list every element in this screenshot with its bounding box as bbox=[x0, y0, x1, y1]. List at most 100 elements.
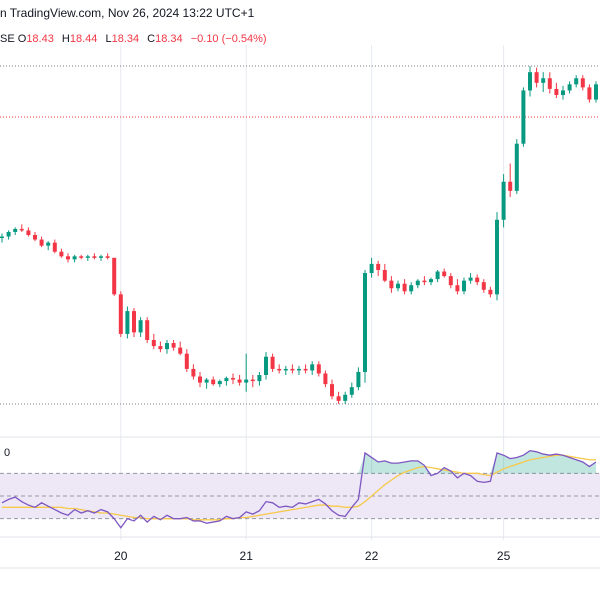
candle bbox=[33, 231, 37, 242]
candle-body bbox=[396, 283, 400, 289]
candle-body bbox=[171, 343, 176, 348]
candle-body bbox=[488, 289, 493, 295]
candle-body bbox=[501, 181, 506, 220]
candle bbox=[178, 341, 183, 356]
candle-body bbox=[250, 379, 255, 382]
close-label: C bbox=[147, 33, 156, 45]
candle-body bbox=[290, 368, 295, 371]
candle bbox=[66, 253, 70, 263]
candle-body bbox=[402, 283, 407, 292]
candle bbox=[587, 84, 592, 103]
x-tick-label: 20 bbox=[114, 549, 128, 563]
candle bbox=[468, 273, 473, 284]
candle-body bbox=[508, 181, 513, 191]
candle bbox=[19, 224, 24, 232]
candles-layer bbox=[0, 66, 598, 404]
candle bbox=[389, 276, 394, 293]
candle bbox=[231, 373, 235, 385]
candle bbox=[6, 230, 11, 240]
candle bbox=[541, 72, 546, 92]
candle-body bbox=[356, 371, 361, 388]
candle-body bbox=[382, 270, 387, 281]
candle bbox=[567, 81, 572, 94]
x-axis-layer: 20 21 22 25 bbox=[114, 549, 510, 563]
candle-body bbox=[237, 379, 242, 383]
candle-body bbox=[79, 256, 84, 258]
candle-body bbox=[145, 320, 150, 340]
candle-body bbox=[534, 72, 539, 83]
candle-body bbox=[574, 78, 579, 85]
candle bbox=[356, 367, 361, 391]
candle-body bbox=[528, 72, 532, 91]
candle-body bbox=[475, 277, 480, 283]
candle bbox=[244, 353, 249, 392]
candle bbox=[26, 227, 31, 237]
candle-body bbox=[72, 256, 77, 260]
candle bbox=[165, 340, 169, 354]
candle bbox=[462, 277, 466, 295]
low-value: 18.34 bbox=[111, 33, 140, 45]
candle bbox=[349, 382, 354, 398]
candle bbox=[59, 248, 64, 258]
candle-body bbox=[0, 236, 4, 239]
candle bbox=[363, 270, 367, 383]
candle bbox=[191, 364, 196, 380]
candle-body bbox=[46, 242, 51, 246]
candle-body bbox=[442, 271, 447, 277]
candle bbox=[290, 364, 295, 374]
candle bbox=[303, 364, 308, 374]
candle-body bbox=[316, 364, 321, 374]
candle bbox=[105, 253, 110, 260]
candle bbox=[13, 227, 18, 235]
candle-body bbox=[112, 257, 117, 295]
candle bbox=[488, 286, 493, 298]
candle-body bbox=[66, 256, 70, 260]
candle-body bbox=[330, 384, 334, 397]
high-label: H bbox=[61, 33, 70, 45]
candle bbox=[92, 253, 97, 260]
x-tick-label: 22 bbox=[365, 549, 379, 563]
candle bbox=[415, 279, 420, 289]
candle-body bbox=[495, 219, 499, 295]
candle bbox=[158, 341, 163, 353]
publish-info: n TradingView.com, Nov 26, 2024 13:22 UT… bbox=[0, 6, 255, 20]
candle-body bbox=[409, 285, 414, 292]
candle-body bbox=[264, 356, 268, 375]
candle bbox=[310, 361, 315, 375]
candle bbox=[528, 66, 532, 97]
candle bbox=[429, 277, 433, 286]
candle-body bbox=[343, 394, 348, 401]
candle-body bbox=[270, 356, 275, 369]
candle-body bbox=[138, 320, 143, 333]
candle bbox=[554, 82, 559, 99]
candle bbox=[455, 279, 460, 295]
rsi-pane-label: 0 bbox=[4, 447, 11, 459]
candle-body bbox=[297, 368, 301, 371]
candle-body bbox=[580, 78, 585, 88]
candle bbox=[382, 263, 387, 283]
candle bbox=[481, 279, 486, 293]
candle bbox=[343, 391, 348, 404]
candle bbox=[574, 75, 579, 88]
candle-body bbox=[158, 346, 163, 350]
candle-body bbox=[52, 242, 57, 252]
candle bbox=[277, 364, 282, 374]
candle bbox=[46, 241, 51, 251]
candle-body bbox=[198, 376, 202, 383]
candle-body bbox=[435, 271, 440, 280]
candle-body bbox=[217, 381, 222, 385]
candle bbox=[72, 254, 77, 263]
candle-body bbox=[59, 251, 64, 257]
candle-body bbox=[455, 285, 460, 292]
ohlc-legend: SE O18.43 H18.44 L18.34 C18.34 −0.10 (−0… bbox=[0, 33, 272, 45]
candle bbox=[85, 254, 90, 261]
low-label: L bbox=[105, 33, 112, 45]
candle-body bbox=[85, 256, 90, 258]
candle-body bbox=[224, 378, 229, 382]
candle-body bbox=[283, 368, 288, 371]
candle bbox=[132, 308, 136, 337]
candle-body bbox=[422, 280, 427, 283]
candle-body bbox=[92, 256, 97, 258]
